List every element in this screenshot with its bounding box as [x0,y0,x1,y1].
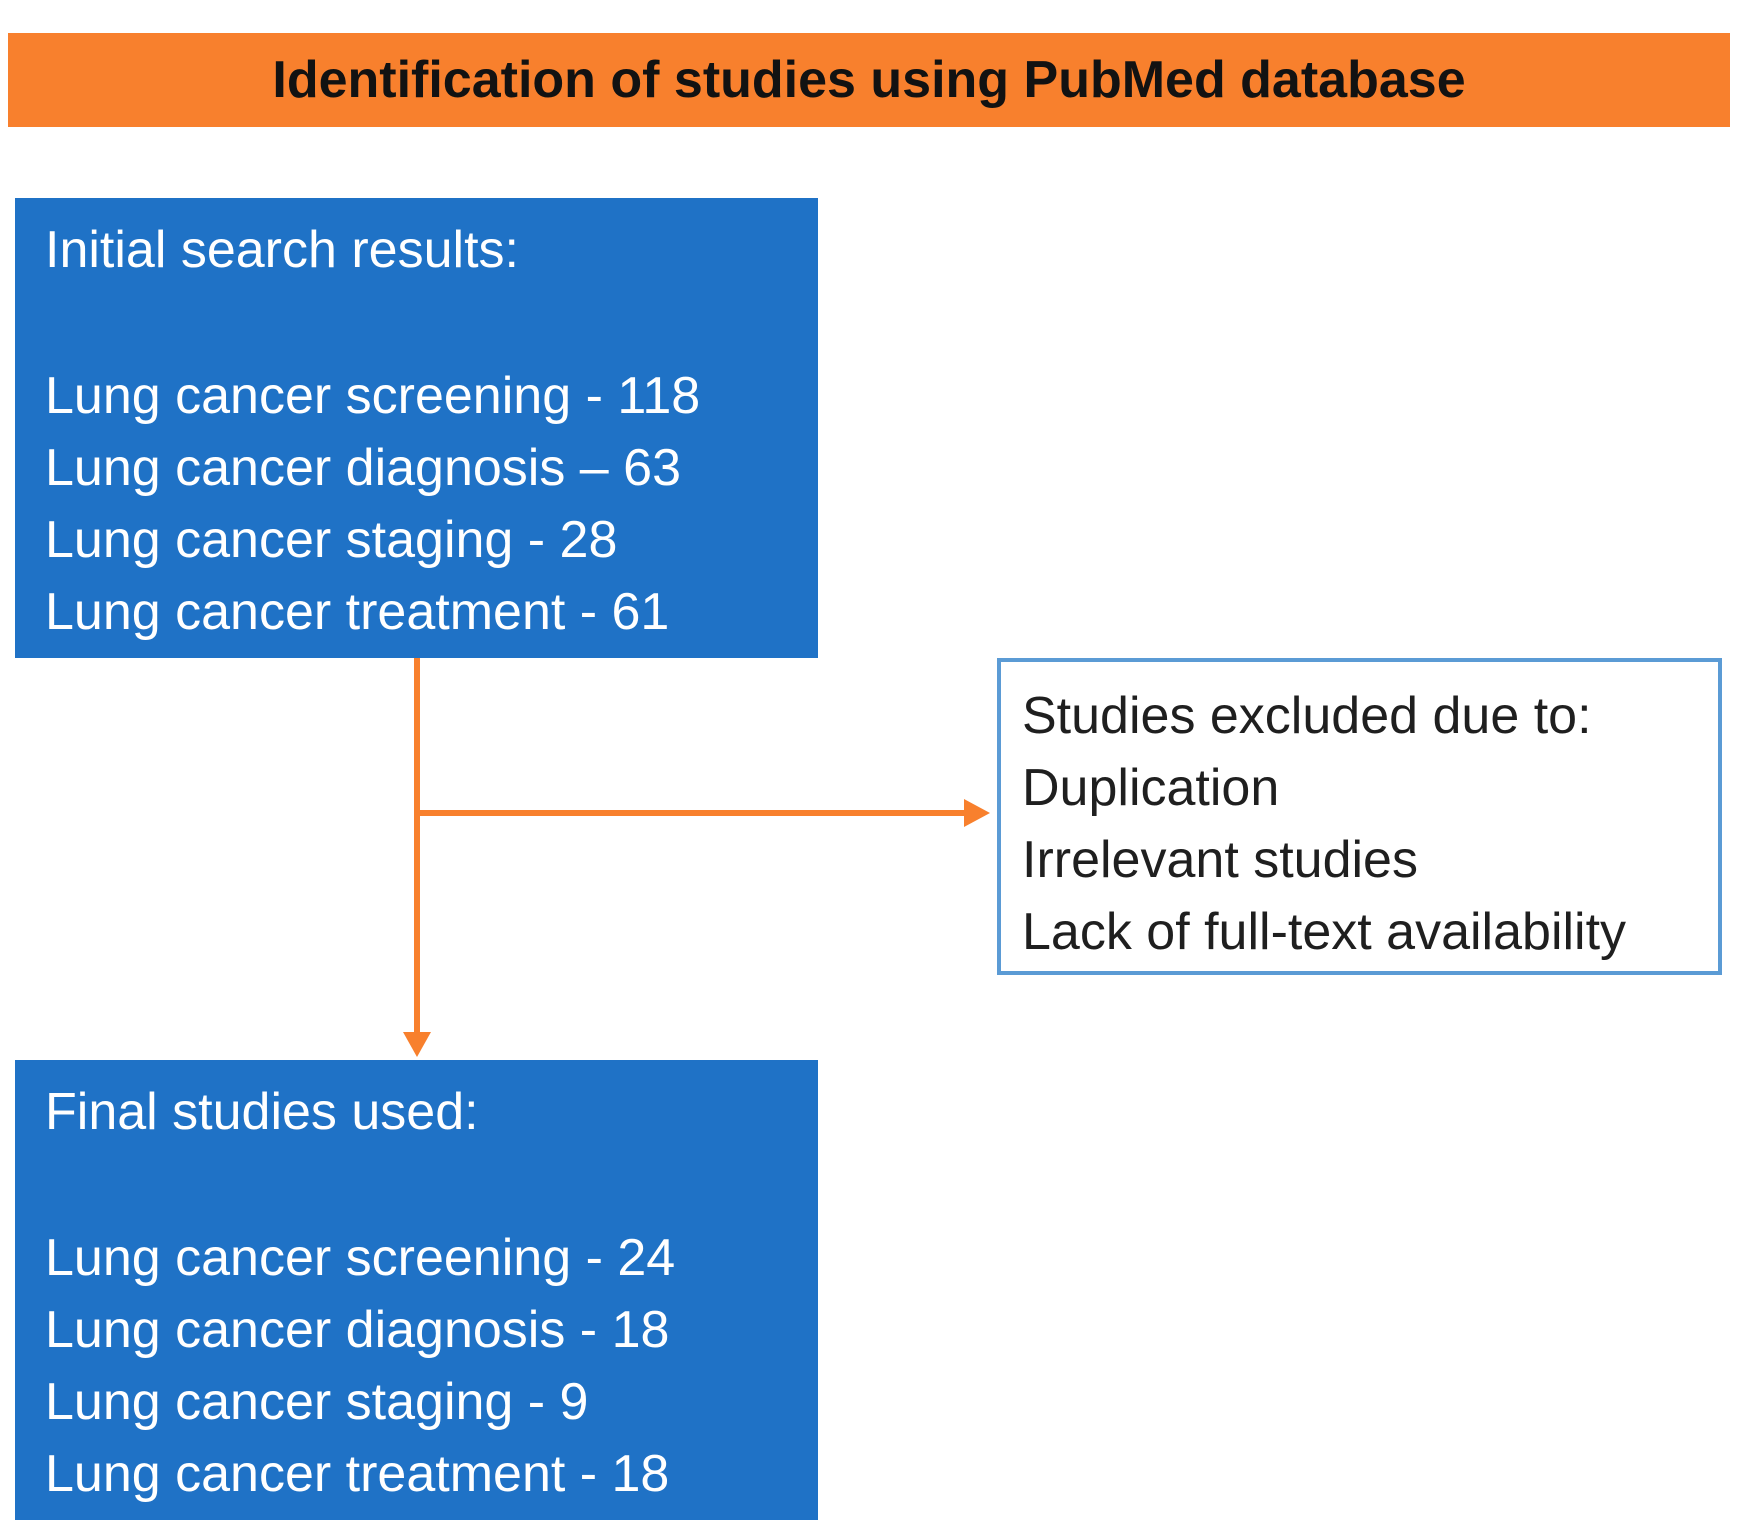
arrowhead-right-icon [964,799,990,827]
excluded-box-heading: Studies excluded due to: [1022,687,1592,745]
final-item-staging: Lung cancer staging - 9 [45,1373,589,1431]
final-box-heading: Final studies used: [45,1083,479,1141]
page-title: Identification of studies using PubMed d… [272,51,1466,109]
initial-item-treatment: Lung cancer treatment - 61 [45,583,670,641]
final-item-screening: Lung cancer screening - 24 [45,1229,676,1287]
header-banner: Identification of studies using PubMed d… [8,33,1730,127]
excluded-item-duplication: Duplication [1022,759,1280,817]
spacer [45,286,808,360]
initial-box-heading: Initial search results: [45,221,519,279]
excluded-item-fulltext: Lack of full-text availability [1022,903,1627,961]
initial-item-diagnosis: Lung cancer diagnosis – 63 [45,439,682,497]
spacer [45,1148,808,1222]
initial-search-results-box: Initial search results: Lung cancer scre… [15,198,818,658]
initial-item-staging: Lung cancer staging - 28 [45,511,618,569]
studies-excluded-box: Studies excluded due to: Duplication Irr… [997,658,1722,975]
connector-horizontal-line [414,810,966,816]
final-item-diagnosis: Lung cancer diagnosis - 18 [45,1301,670,1359]
connector-vertical-line [414,658,420,1034]
final-studies-used-box: Final studies used: Lung cancer screenin… [15,1060,818,1520]
initial-item-screening: Lung cancer screening - 118 [45,367,701,425]
final-item-treatment: Lung cancer treatment - 18 [45,1445,670,1503]
arrowhead-down-icon [403,1032,431,1057]
excluded-item-irrelevant: Irrelevant studies [1022,831,1418,889]
